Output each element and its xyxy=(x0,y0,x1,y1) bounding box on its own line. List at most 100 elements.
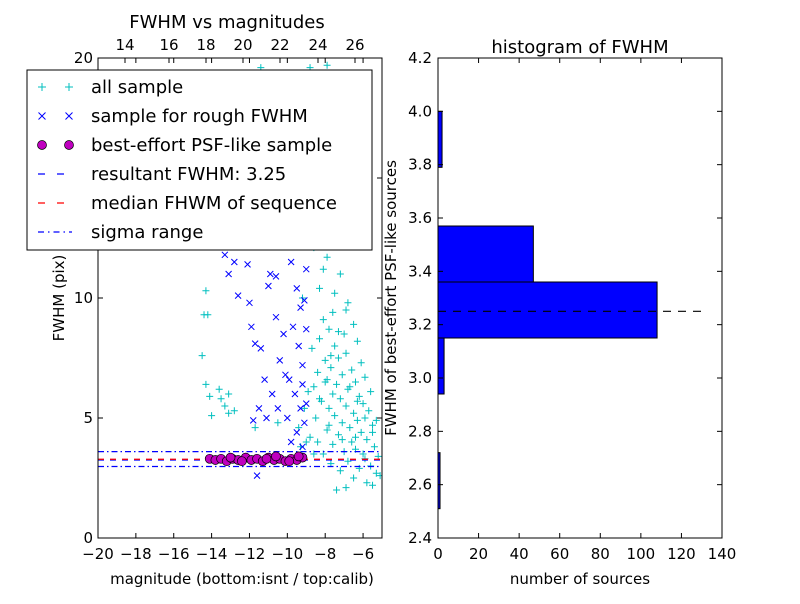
x-tick-label: −14 xyxy=(196,545,228,563)
point-all-sample xyxy=(304,388,312,396)
point-all-sample xyxy=(316,395,324,403)
y-tick-label: 3.0 xyxy=(408,369,432,387)
point-all-sample xyxy=(350,474,358,482)
point-rough-sample xyxy=(274,405,282,412)
legend-label: median FHWM of sequence xyxy=(91,193,337,214)
point-all-sample xyxy=(325,404,333,412)
point-all-sample xyxy=(353,337,361,345)
point-all-sample xyxy=(325,325,333,333)
point-rough-sample xyxy=(301,419,308,427)
point-all-sample xyxy=(198,352,206,360)
point-all-sample xyxy=(334,328,342,336)
histogram-bar xyxy=(437,281,658,339)
point-all-sample xyxy=(336,395,344,403)
point-all-sample xyxy=(314,368,322,376)
point-all-sample xyxy=(334,431,342,439)
point-best-effort xyxy=(293,451,304,462)
point-all-sample xyxy=(202,287,210,295)
point-rough-sample xyxy=(255,405,263,412)
histogram-title: histogram of FWHM xyxy=(491,37,668,58)
y-tick-label: 10 xyxy=(74,289,93,307)
point-all-sample xyxy=(202,380,210,388)
scatter-x-ticks: −20 −18 −16 −14 −12 −10 −8 −6 xyxy=(82,58,374,563)
point-all-sample xyxy=(342,402,350,410)
legend-item: resultant FWHM: 3.25 xyxy=(38,164,286,185)
point-rough-sample xyxy=(289,323,297,331)
y-tick-label: 4.0 xyxy=(408,102,432,120)
histogram-bar xyxy=(437,337,445,395)
x-tick-label: 60 xyxy=(550,545,569,563)
point-all-sample xyxy=(376,472,382,480)
y-tick-label: 3.6 xyxy=(408,209,432,227)
point-all-sample xyxy=(369,421,377,429)
point-rough-sample xyxy=(287,438,295,446)
point-all-sample xyxy=(369,428,377,436)
point-all-sample xyxy=(204,311,212,319)
point-all-sample xyxy=(310,383,318,391)
legend-label: sigma range xyxy=(91,222,203,243)
x-tick-label: 140 xyxy=(708,545,737,563)
point-all-sample xyxy=(217,395,225,403)
legend-item: best-effort PSF-like sample xyxy=(37,135,332,156)
legend-label: resultant FWHM: 3.25 xyxy=(91,164,286,185)
histogram-x-label: number of sources xyxy=(510,570,650,588)
point-all-sample xyxy=(355,392,363,400)
point-all-sample xyxy=(316,284,324,292)
point-best-effort xyxy=(261,453,272,464)
legend-item: sample for rough FWHM xyxy=(38,106,308,127)
point-all-sample xyxy=(336,467,344,475)
legend-item: sigma range xyxy=(38,222,203,243)
y-tick-label: 4.2 xyxy=(408,49,432,67)
point-all-sample xyxy=(333,486,341,494)
point-all-sample xyxy=(342,484,350,492)
point-all-sample xyxy=(361,373,369,381)
point-best-effort xyxy=(225,452,236,463)
x-tick-label: 40 xyxy=(510,545,529,563)
point-all-sample xyxy=(312,414,320,422)
point-rough-sample xyxy=(253,472,261,479)
point-rough-sample xyxy=(266,270,274,278)
point-rough-sample xyxy=(282,371,289,379)
y-tick-label: 3.2 xyxy=(408,316,432,334)
x-tick-label: −10 xyxy=(272,545,304,563)
point-all-sample xyxy=(359,450,367,458)
y-tick-label: 2.8 xyxy=(408,422,432,440)
y-tick-label: 2.4 xyxy=(408,529,432,547)
x-tick-label: 0 xyxy=(433,545,443,563)
point-all-sample xyxy=(369,481,377,489)
point-rough-sample xyxy=(285,376,293,383)
point-all-sample xyxy=(323,426,331,434)
top-x-tick-label: 20 xyxy=(233,36,252,54)
point-best-effort xyxy=(284,456,295,467)
point-rough-sample xyxy=(248,323,255,331)
point-all-sample xyxy=(372,469,380,477)
histogram-y-label: FWHM of best-effort PSF-like sources xyxy=(382,160,400,436)
x-tick-label: −18 xyxy=(120,545,152,563)
x-tick-label: −6 xyxy=(352,545,374,563)
point-rough-sample xyxy=(276,357,284,364)
point-rough-sample xyxy=(297,304,304,311)
scatter-top-x-ticks: 14 16 18 20 22 24 26 xyxy=(115,36,365,63)
point-all-sample xyxy=(215,385,223,393)
point-all-sample xyxy=(206,392,214,400)
x-tick-label: 80 xyxy=(591,545,610,563)
x-tick-label: −12 xyxy=(234,545,266,563)
point-all-sample xyxy=(338,371,346,379)
legend-label: all sample xyxy=(91,77,183,98)
point-all-sample xyxy=(329,308,337,316)
scatter-y-label: FWHM (pix) xyxy=(50,255,68,342)
point-rough-sample xyxy=(287,258,295,266)
point-all-sample xyxy=(331,342,339,350)
legend-box xyxy=(26,69,373,251)
point-rough-sample xyxy=(280,330,287,338)
point-all-sample xyxy=(342,306,350,314)
point-all-sample xyxy=(308,344,316,352)
point-all-sample xyxy=(334,354,342,362)
top-x-tick-label: 26 xyxy=(345,36,364,54)
point-all-sample xyxy=(327,364,335,372)
top-x-tick-label: 16 xyxy=(159,36,178,54)
point-rough-sample xyxy=(251,340,259,347)
point-all-sample xyxy=(208,412,216,420)
point-rough-sample xyxy=(246,299,253,307)
point-all-sample xyxy=(346,383,354,391)
